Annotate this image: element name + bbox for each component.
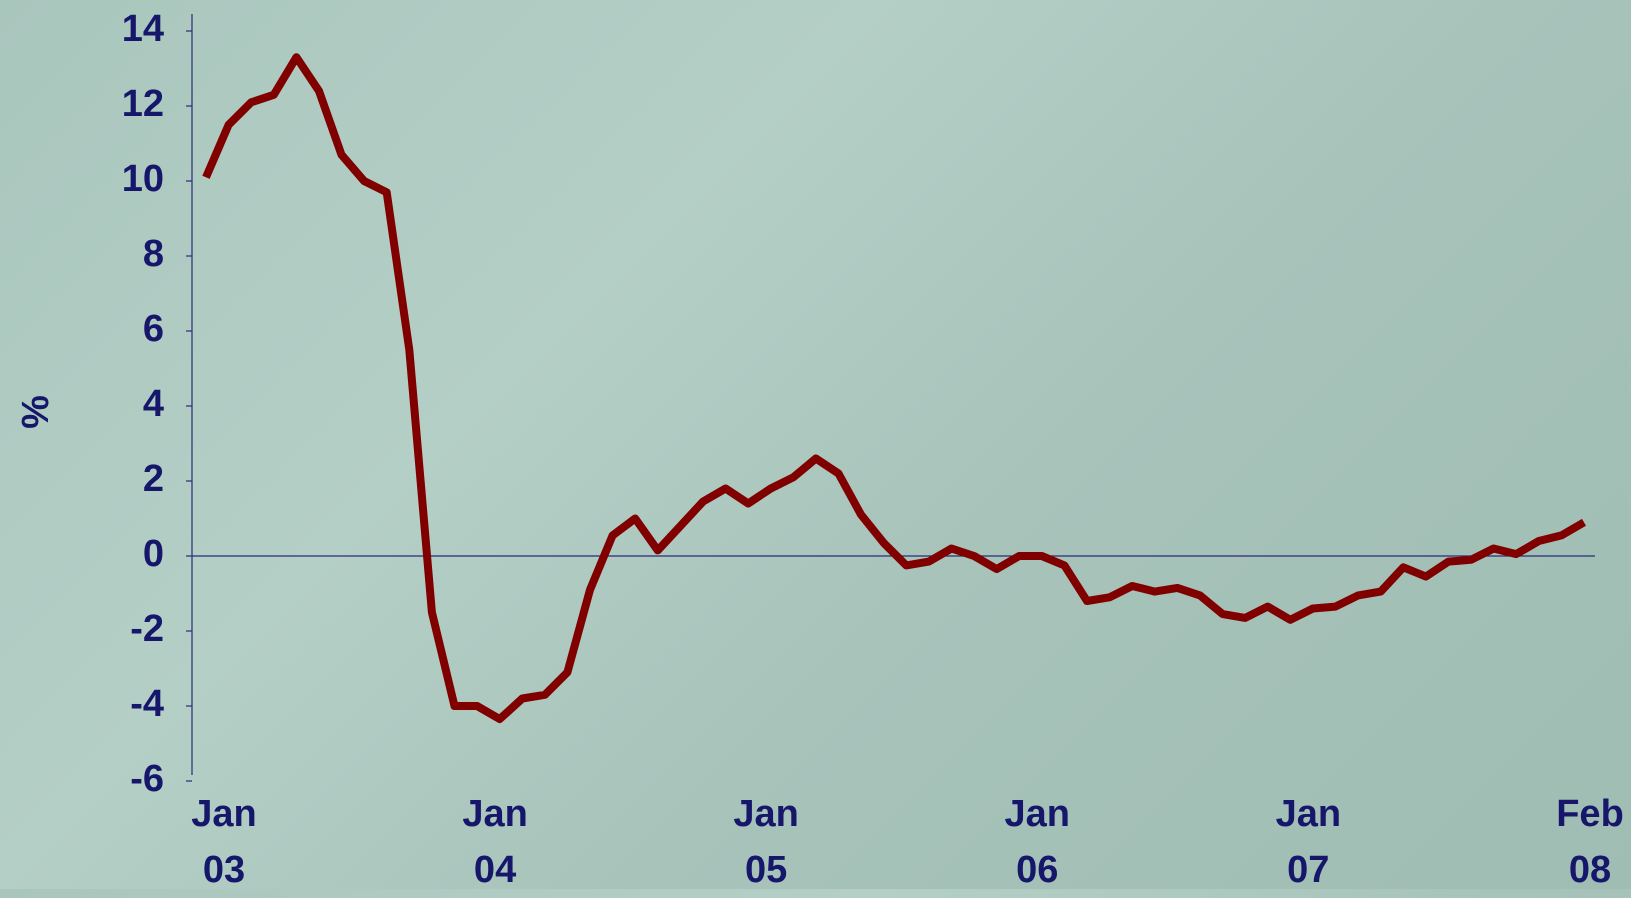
chart: % -6 -4 -2 0 2 4 6 8 10 12 14 xyxy=(0,0,1631,889)
x-tick-label: Jan 03 xyxy=(191,786,256,898)
y-tick-label: 4 xyxy=(143,383,164,425)
y-tick-label: -6 xyxy=(130,758,164,800)
x-tick-label: Jan 05 xyxy=(733,786,798,898)
y-tick-label: 12 xyxy=(122,83,164,125)
y-tick-label: 0 xyxy=(143,533,164,575)
y-tick-label: 2 xyxy=(143,458,164,500)
x-tick-label: Jan 04 xyxy=(462,786,527,898)
x-tick-label: Jan 07 xyxy=(1276,786,1341,898)
y-tick-label: 10 xyxy=(122,158,164,200)
y-tick-label: 8 xyxy=(143,233,164,275)
y-tick-label: -2 xyxy=(130,608,164,650)
y-tick-label: 14 xyxy=(122,8,164,50)
x-tick-label: Jan 06 xyxy=(1004,786,1069,898)
y-tick-label: -4 xyxy=(130,683,164,725)
y-tick-label: 6 xyxy=(143,308,164,350)
data-line xyxy=(206,57,1584,719)
y-axis-label: % xyxy=(15,395,57,429)
x-tick-label: Feb 08 xyxy=(1556,786,1624,898)
page: {"chart_data": {"type": "line", "ylabel"… xyxy=(0,0,1631,889)
